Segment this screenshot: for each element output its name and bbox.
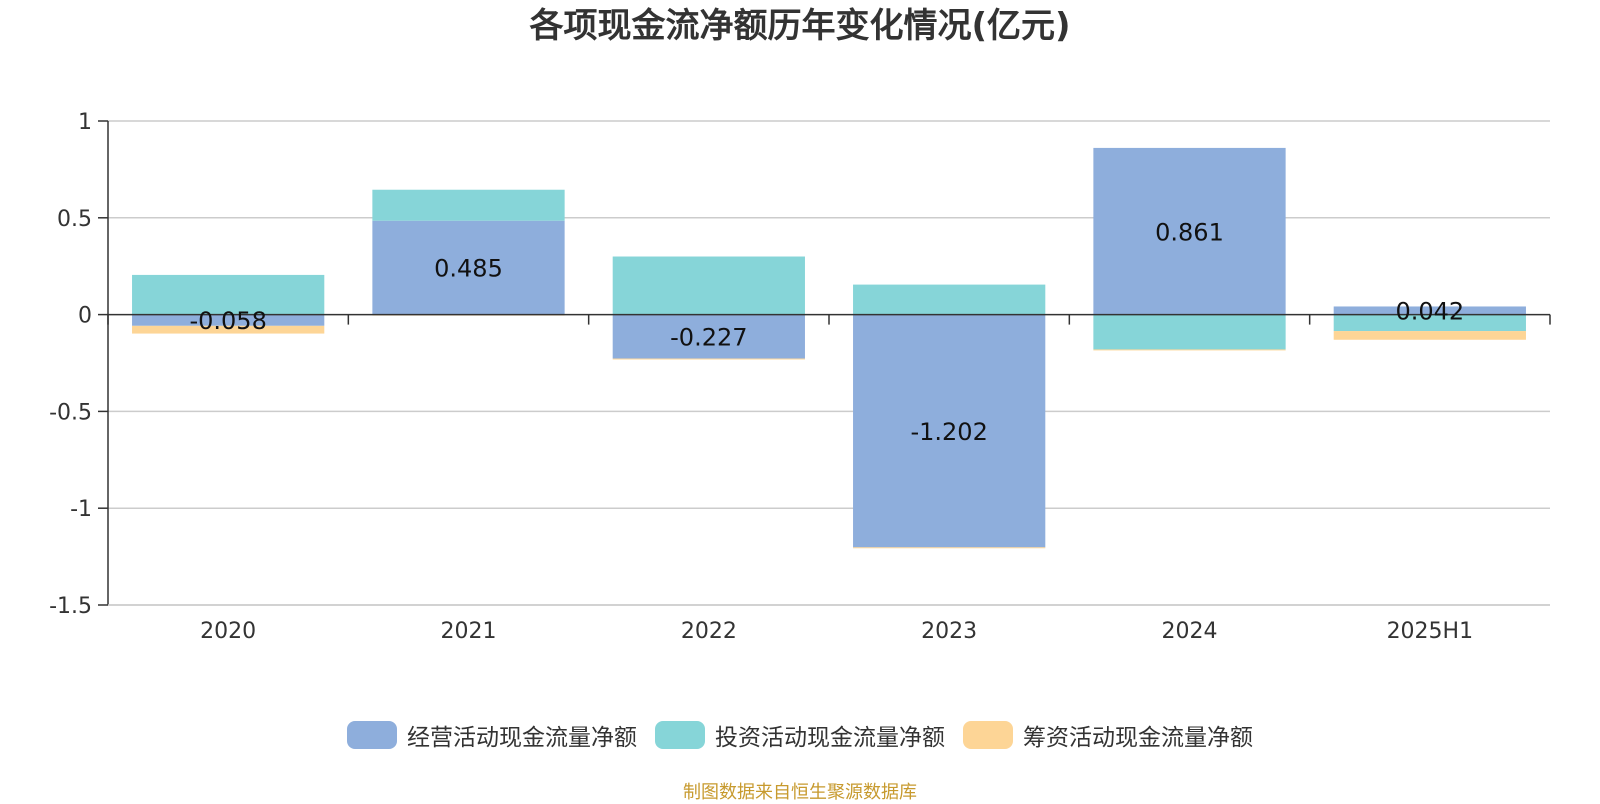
bar-series1-2020	[132, 274, 325, 315]
bar-series1-2022	[612, 256, 805, 315]
chart-title: 各项现金流净额历年变化情况(亿元)	[529, 6, 1071, 46]
y-tick-label: -0.5	[49, 400, 92, 425]
x-tick-label: 2024	[1162, 619, 1218, 644]
bar-series0-2023	[853, 314, 1046, 548]
data-label-2020: -0.058	[189, 307, 266, 335]
bar-layer	[132, 147, 1526, 549]
legend-swatch-investing	[655, 721, 705, 749]
bar-series2-2020	[132, 325, 325, 334]
data-label-2024: 0.861	[1155, 218, 1224, 246]
bar-series0-2025H1	[1333, 306, 1526, 315]
x-tick-label: 2021	[441, 619, 497, 644]
chart-canvas: 1 0.5 0 -0.5 -1 -1.5 2020 2021 2022 2023 2024 2025H…	[49, 110, 1551, 644]
x-tick-label: 2020	[200, 619, 256, 644]
data-label-2023: -1.202	[910, 418, 987, 446]
bar-series2-2022	[612, 358, 805, 360]
legend-swatch-financing	[963, 721, 1013, 749]
bar-series1-2025H1	[1333, 314, 1526, 332]
data-label-2025H1: 0.042	[1395, 298, 1464, 326]
legend-label-financing: 筹资活动现金流量净额	[1023, 725, 1253, 751]
y-tick-label: -1.5	[49, 594, 92, 619]
data-label-2021: 0.485	[434, 255, 503, 283]
y-tick-label: -1	[70, 497, 92, 522]
bar-series1-2024	[1093, 314, 1286, 350]
label-layer: -0.058 0.485 -0.227 -1.202 0.861 0.042	[189, 218, 1464, 446]
bar-series0-2022	[612, 314, 805, 359]
y-tick-label: 1	[78, 110, 92, 135]
bar-series2-2023	[853, 547, 1046, 549]
bar-series2-2025H1	[1333, 331, 1526, 340]
legend-item-operating[interactable]: 经营活动现金流量净额	[347, 718, 637, 752]
legend-item-investing[interactable]: 投资活动现金流量净额	[655, 718, 945, 752]
bar-series1-2023	[853, 284, 1046, 315]
bar-series2-2024	[1093, 349, 1286, 351]
x-tick-label: 2022	[681, 619, 737, 644]
axis-layer: 1 0.5 0 -0.5 -1 -1.5 2020 2021 2022 2023 2024 2025H…	[49, 110, 1551, 644]
bar-series0-2021	[372, 220, 565, 315]
bar-series0-2024	[1093, 147, 1286, 315]
data-label-2022: -0.227	[670, 324, 747, 352]
bar-series1-2021	[372, 189, 565, 221]
legend: 经营活动现金流量净额 投资活动现金流量净额 筹资活动现金流量净额	[0, 718, 1600, 752]
y-tick-label: 0.5	[57, 207, 92, 232]
bar-series0-2020	[132, 314, 325, 326]
y-tick-label: 0	[78, 304, 92, 329]
legend-item-financing[interactable]: 筹资活动现金流量净额	[963, 718, 1253, 752]
x-tick-label: 2023	[921, 619, 977, 644]
grid-layer	[108, 120, 1550, 606]
legend-label-operating: 经营活动现金流量净额	[407, 725, 637, 751]
legend-swatch-operating	[347, 721, 397, 749]
legend-label-investing: 投资活动现金流量净额	[715, 725, 945, 751]
x-tick-label: 2025H1	[1387, 619, 1474, 644]
source-footer: 制图数据来自恒生聚源数据库	[683, 782, 917, 803]
